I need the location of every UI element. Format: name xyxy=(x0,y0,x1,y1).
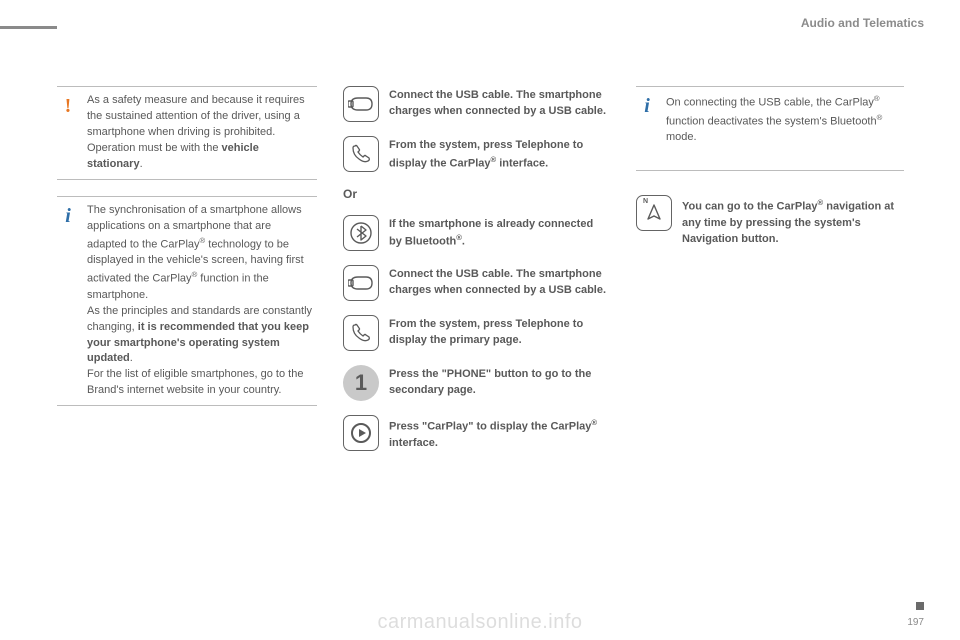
warning-icon: ! xyxy=(57,93,79,173)
bluetooth-icon xyxy=(343,215,379,251)
usb-cable-icon xyxy=(343,86,379,122)
step-phone-1-text: From the system, press Telephone to disp… xyxy=(389,136,607,173)
warning-text: As a safety measure and because it requi… xyxy=(87,93,313,173)
section-title: Audio and Telematics xyxy=(801,16,924,30)
usb-cable-icon xyxy=(343,265,379,301)
warning-p2a: Operation must be with the xyxy=(87,142,222,154)
step-carplay-text: Press "CarPlay" to display the CarPlay® … xyxy=(389,415,607,452)
info-text-2: On connecting the USB cable, the CarPlay… xyxy=(666,93,900,146)
navigation-icon: N xyxy=(636,195,672,231)
step-bt: If the smartphone is already connected b… xyxy=(343,215,607,252)
phone-icon xyxy=(343,136,379,172)
page-number: 197 xyxy=(907,617,924,628)
header-rule xyxy=(0,26,57,29)
phone-icon xyxy=(343,315,379,351)
info-icon: i xyxy=(636,93,658,146)
step-phone-1: From the system, press Telephone to disp… xyxy=(343,136,607,173)
step-usb-1-text: Connect the USB cable. The smartphone ch… xyxy=(389,86,607,120)
warning-p2c: . xyxy=(140,158,143,170)
step-nav-text: You can go to the CarPlay® navigation at… xyxy=(682,195,904,247)
carplay-icon xyxy=(343,415,379,451)
step-phone-2: From the system, press Telephone to disp… xyxy=(343,315,607,351)
step-nav: N You can go to the CarPlay® navigation … xyxy=(636,195,904,247)
info-icon: i xyxy=(57,203,79,400)
step-usb-1: Connect the USB cable. The smartphone ch… xyxy=(343,86,607,122)
warning-p1: As a safety measure and because it requi… xyxy=(87,94,305,138)
column-middle: Connect the USB cable. The smartphone ch… xyxy=(343,86,607,466)
step-1-text: Press the "PHONE" button to go to the se… xyxy=(389,365,607,399)
compass-n: N xyxy=(643,198,648,205)
info-box-2: i On connecting the USB cable, the CarPl… xyxy=(636,86,904,171)
info1-p2c: . xyxy=(130,352,133,364)
info2-p1b: function deactivates the system's Blueto… xyxy=(666,115,877,127)
info-box-1: i The synchronisation of a smartphone al… xyxy=(57,196,317,407)
step-1: 1 Press the "PHONE" button to go to the … xyxy=(343,365,607,401)
step-phone-2-text: From the system, press Telephone to disp… xyxy=(389,315,607,349)
step-number-1-icon: 1 xyxy=(343,365,379,401)
info-text-1: The synchronisation of a smartphone allo… xyxy=(87,203,313,400)
warning-box: ! As a safety measure and because it req… xyxy=(57,86,317,180)
column-left: ! As a safety measure and because it req… xyxy=(57,86,317,422)
info1-p3: For the list of eligible smartphones, go… xyxy=(87,368,303,396)
info2-p1c: mode. xyxy=(666,131,697,143)
step-carplay: Press "CarPlay" to display the CarPlay® … xyxy=(343,415,607,452)
page-marker xyxy=(916,602,924,610)
info2-p1a: On connecting the USB cable, the CarPlay xyxy=(666,97,874,109)
watermark: carmanualsonline.info xyxy=(377,611,582,634)
or-label: Or xyxy=(343,187,607,201)
column-right: i On connecting the USB cable, the CarPl… xyxy=(636,86,904,262)
step-usb-2-text: Connect the USB cable. The smartphone ch… xyxy=(389,265,607,299)
step-usb-2: Connect the USB cable. The smartphone ch… xyxy=(343,265,607,301)
step-bt-text: If the smartphone is already connected b… xyxy=(389,215,607,252)
